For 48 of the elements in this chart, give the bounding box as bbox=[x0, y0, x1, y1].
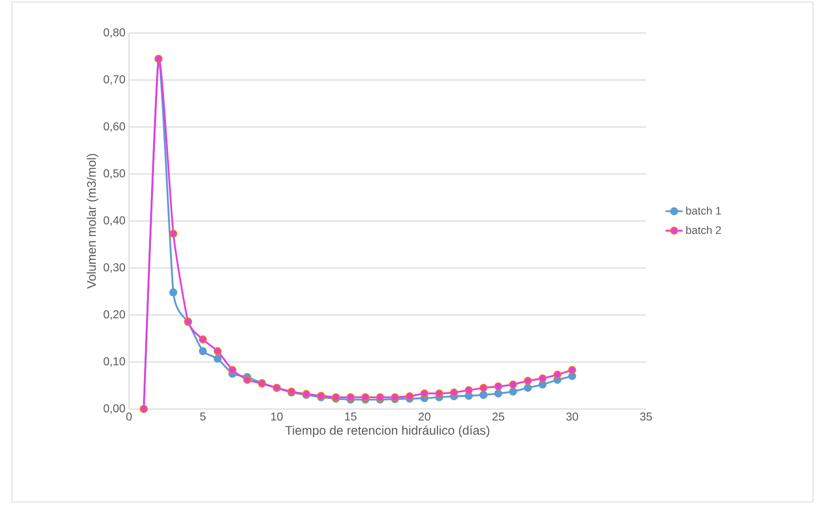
point bbox=[228, 366, 236, 374]
y-tick-label: 0,10 bbox=[104, 357, 126, 367]
point bbox=[568, 366, 576, 374]
x-tick-label: 10 bbox=[271, 412, 283, 421]
point bbox=[524, 376, 532, 385]
point bbox=[553, 370, 562, 379]
y-tick-label: 0,40 bbox=[104, 216, 126, 226]
x-axis-title: Tiempo de retencion hidráulico (días) bbox=[285, 425, 490, 438]
point bbox=[214, 354, 222, 363]
x-tick-label: 30 bbox=[566, 412, 578, 421]
point bbox=[480, 384, 488, 392]
point bbox=[464, 386, 473, 394]
point bbox=[169, 230, 178, 238]
x-tick-label: 0 bbox=[126, 412, 132, 421]
y-tick-label: 0,20 bbox=[104, 310, 126, 320]
x-tick-label: 5 bbox=[200, 412, 206, 420]
point bbox=[406, 392, 414, 400]
point bbox=[435, 389, 444, 398]
y-tick-label: 0,80 bbox=[104, 28, 126, 38]
point bbox=[198, 347, 207, 356]
point bbox=[494, 389, 502, 398]
x-tick-label: 15 bbox=[345, 412, 356, 420]
point bbox=[494, 382, 502, 390]
point bbox=[376, 393, 384, 402]
y-tick-label: 0,00 bbox=[104, 404, 126, 414]
point bbox=[420, 389, 428, 398]
y-tick-label: 0,70 bbox=[104, 75, 126, 85]
legend-label: batch 2 bbox=[686, 226, 721, 234]
point bbox=[243, 376, 252, 384]
y-axis-title: Volumen molar (m3/mol) bbox=[86, 154, 98, 289]
x-tick-label: 35 bbox=[640, 412, 652, 421]
point bbox=[450, 388, 458, 397]
point bbox=[509, 380, 518, 389]
y-tick-label: 0,50 bbox=[104, 169, 126, 179]
point bbox=[524, 384, 532, 392]
point bbox=[509, 388, 518, 396]
point bbox=[361, 393, 370, 402]
point bbox=[538, 374, 547, 382]
x-tick-label: 25 bbox=[492, 412, 504, 421]
x-tick-label: 20 bbox=[418, 412, 430, 421]
point bbox=[198, 335, 207, 344]
y-tick-label: 0,60 bbox=[104, 122, 126, 132]
y-tick-label: 0,30 bbox=[104, 263, 126, 273]
point bbox=[346, 393, 355, 402]
point bbox=[214, 347, 222, 356]
point bbox=[169, 288, 178, 296]
point bbox=[480, 390, 488, 399]
legend-label: batch 1 bbox=[686, 206, 721, 215]
